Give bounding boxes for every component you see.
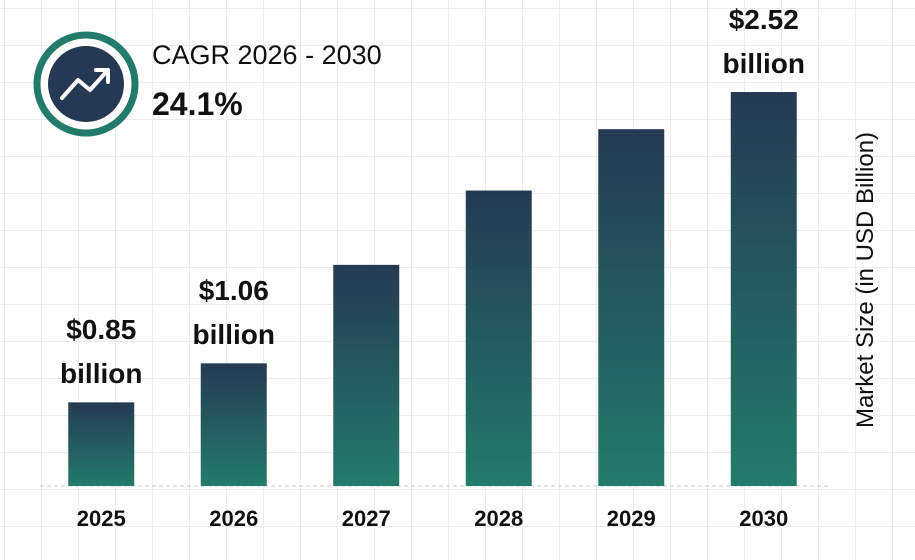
x-tick-label: 2030 (739, 506, 789, 531)
icon (33, 31, 139, 137)
value-label: $0.85 billion (60, 314, 143, 390)
x-tick-label: 2028 (474, 506, 524, 531)
value-label: $1.06 billion (192, 275, 275, 351)
x-tick-label: 2029 (606, 506, 656, 531)
cagr-label: CAGR 2026 - 2030 (152, 40, 382, 70)
bar (730, 92, 797, 487)
bar (465, 190, 532, 486)
bar (200, 363, 267, 486)
x-tick-label: 2026 (209, 506, 259, 531)
bar (333, 264, 400, 486)
x-tick-label: 2025 (76, 506, 126, 531)
bar (598, 129, 665, 486)
bar (68, 402, 135, 486)
x-tick-label: 2027 (341, 506, 391, 531)
value-label: $2.52 billion (722, 4, 805, 80)
cagr-value: 24.1% (152, 86, 243, 122)
y-axis-title: Market Size (in USD Billion) (852, 131, 879, 429)
